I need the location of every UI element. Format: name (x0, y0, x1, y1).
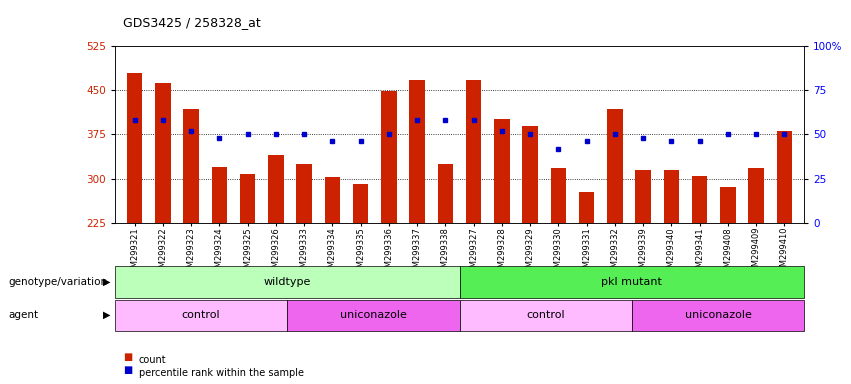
Bar (184, 109, 199, 223)
Bar (353, 184, 368, 223)
Text: pkl mutant: pkl mutant (602, 277, 662, 287)
Bar (381, 91, 397, 223)
Text: agent: agent (9, 310, 38, 320)
Bar (155, 83, 171, 223)
Bar (409, 79, 425, 223)
Bar (748, 168, 764, 223)
Bar (460, 300, 631, 331)
Text: genotype/variation: genotype/variation (9, 277, 107, 287)
Text: control: control (182, 310, 220, 320)
Text: percentile rank within the sample: percentile rank within the sample (139, 368, 304, 378)
Text: ▶: ▶ (103, 310, 111, 320)
Bar (240, 174, 255, 223)
Bar (437, 164, 454, 223)
Text: ■: ■ (123, 365, 133, 375)
Bar (777, 131, 792, 223)
Text: wildtype: wildtype (264, 277, 311, 287)
Bar (115, 266, 460, 298)
Bar (127, 73, 142, 223)
Text: ■: ■ (123, 352, 133, 362)
Bar (287, 300, 460, 331)
Bar (212, 167, 227, 223)
Bar (720, 187, 735, 223)
Text: uniconazole: uniconazole (340, 310, 407, 320)
Bar (115, 300, 287, 331)
Bar (664, 170, 679, 223)
Bar (551, 168, 566, 223)
Bar (460, 266, 804, 298)
Text: count: count (139, 355, 166, 365)
Bar (636, 170, 651, 223)
Bar (631, 300, 804, 331)
Bar (692, 175, 707, 223)
Bar (268, 155, 283, 223)
Bar (324, 177, 340, 223)
Text: control: control (527, 310, 565, 320)
Bar (523, 126, 538, 223)
Bar (579, 192, 595, 223)
Bar (607, 109, 623, 223)
Text: ▶: ▶ (103, 277, 111, 287)
Text: GDS3425 / 258328_at: GDS3425 / 258328_at (123, 16, 261, 29)
Bar (296, 164, 312, 223)
Bar (494, 119, 510, 223)
Text: uniconazole: uniconazole (684, 310, 751, 320)
Bar (465, 79, 482, 223)
